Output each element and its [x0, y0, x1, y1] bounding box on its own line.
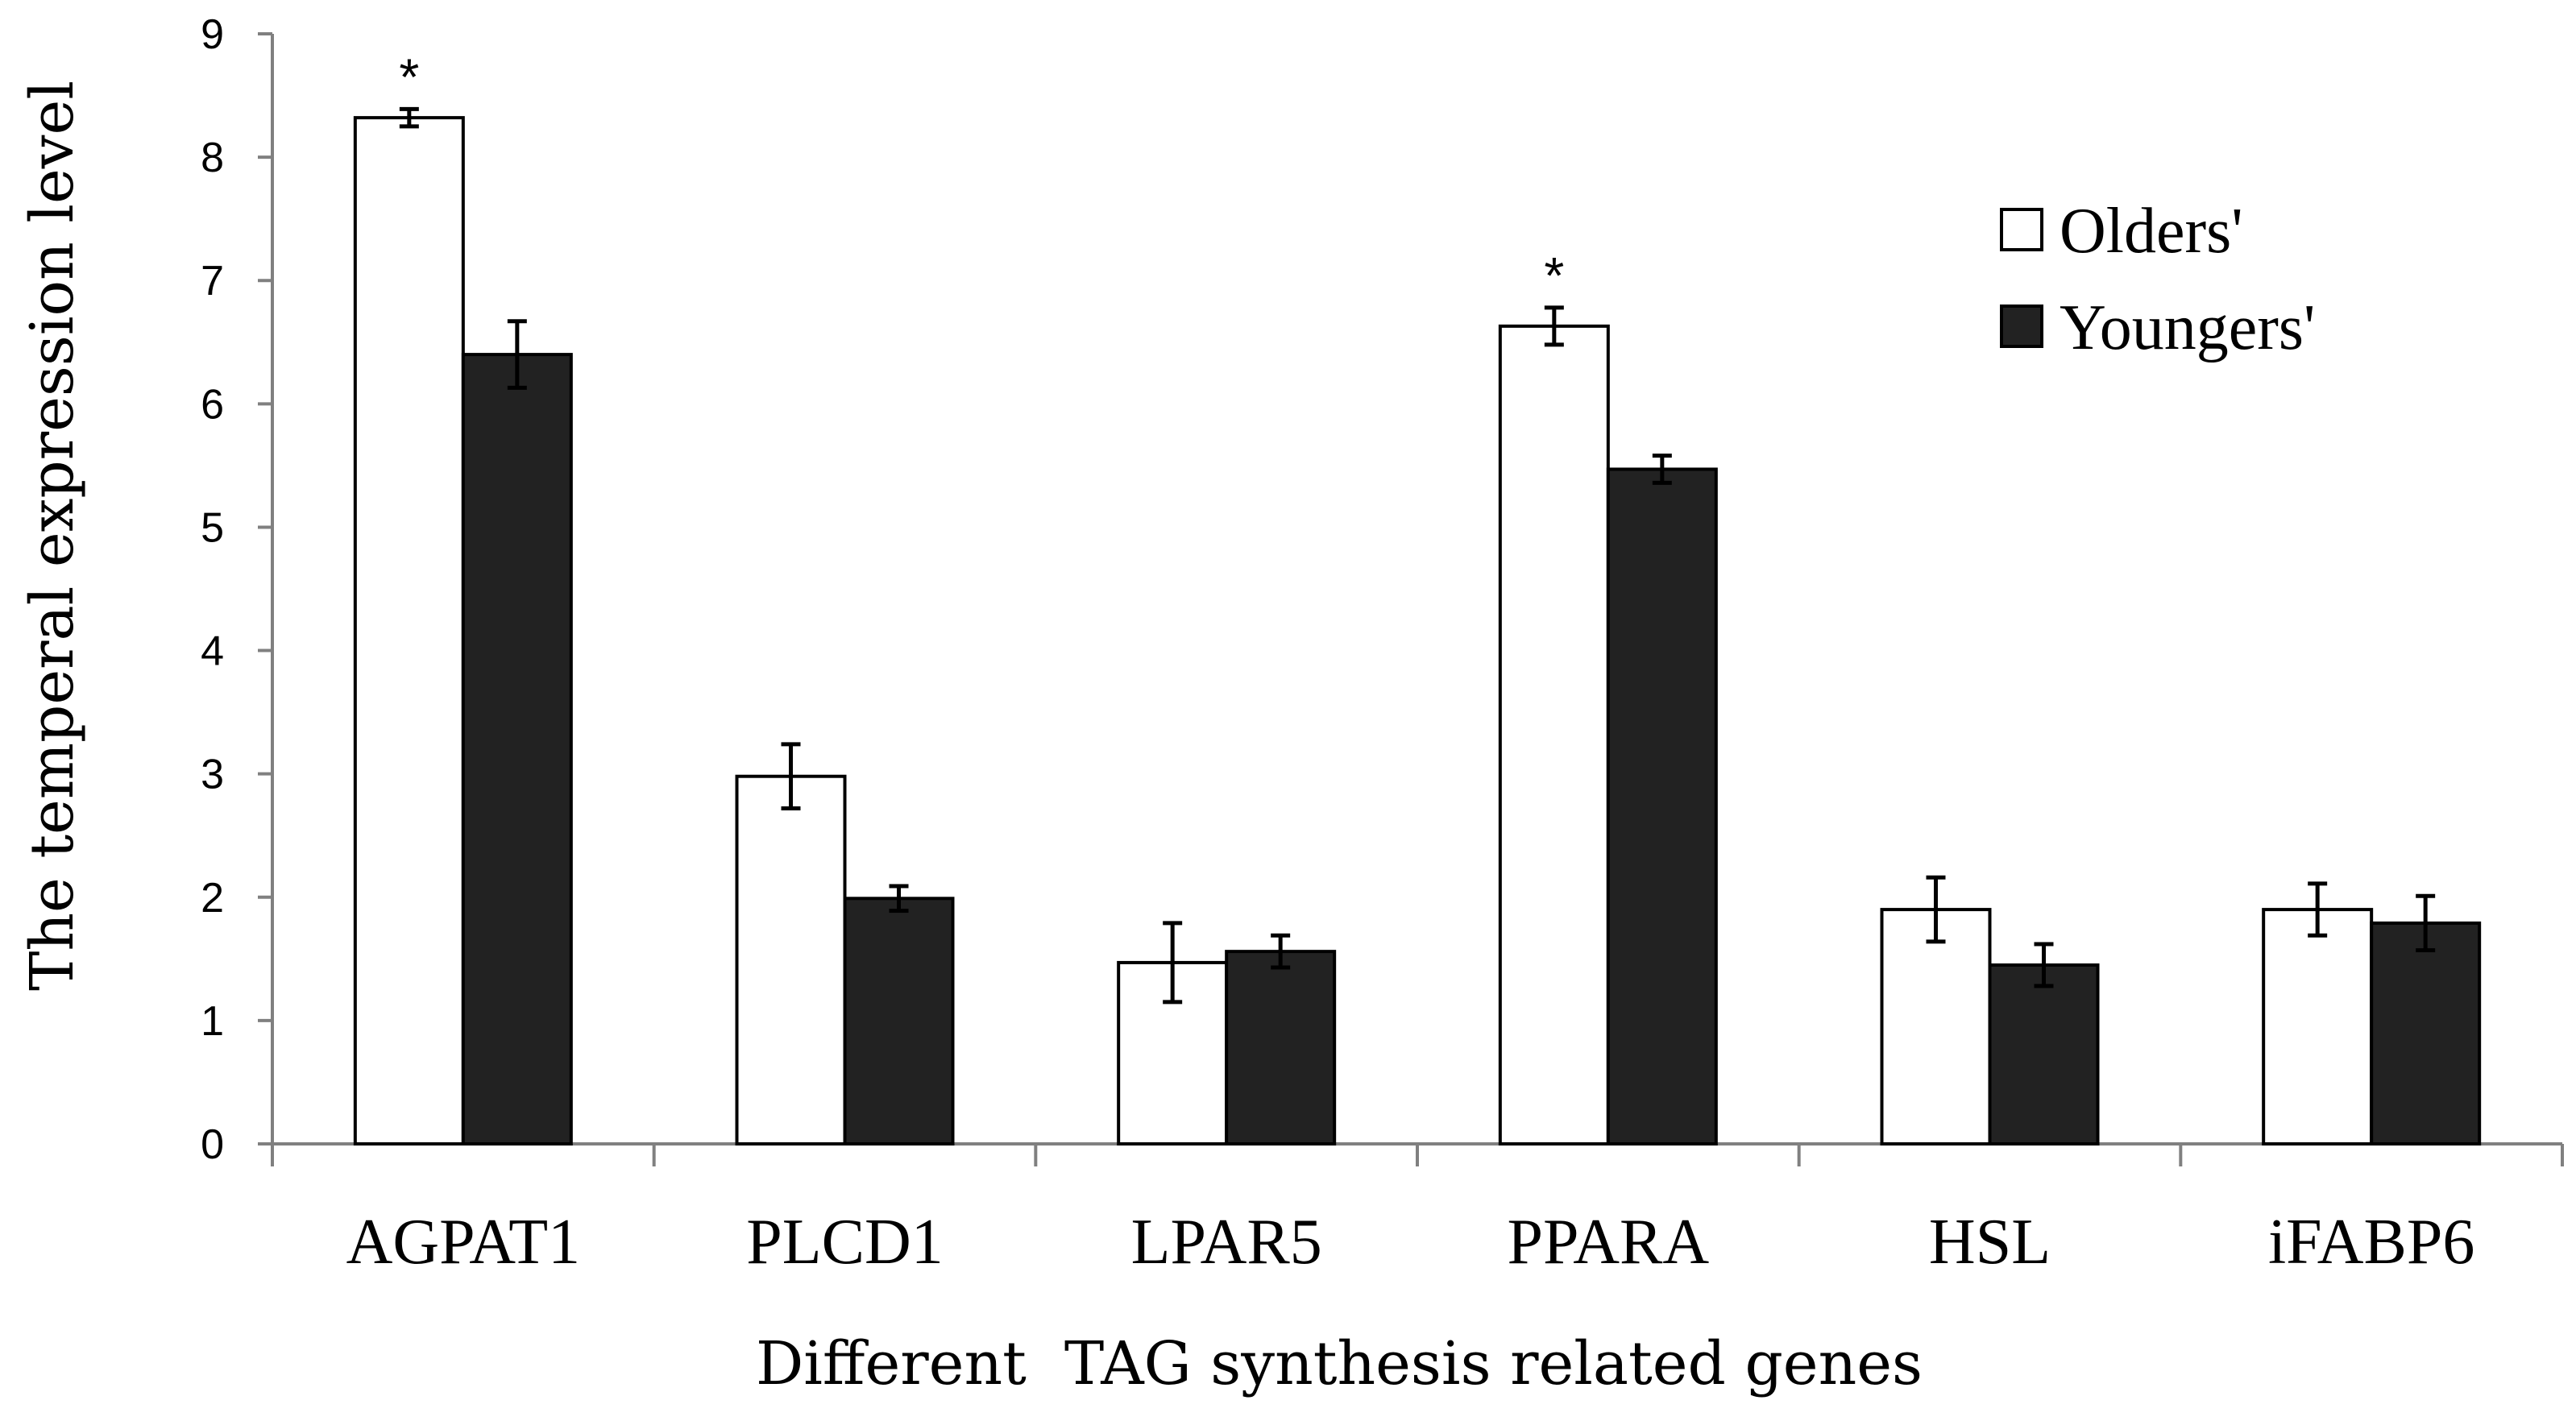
bar-hsl-youngers: [1988, 963, 2100, 1146]
y-ticks: 0 1 2 3 4 5 6 7 8 9: [201, 11, 272, 1168]
y-tick-label: 5: [201, 504, 224, 551]
y-tick-label: 7: [201, 258, 224, 304]
category-label-ifabp6: iFABP6: [2268, 1207, 2474, 1278]
category-label-agpat1: AGPAT1: [346, 1207, 580, 1278]
bar-plcd1-olders: [735, 774, 847, 1146]
category-label-hsl: HSL: [1929, 1207, 2051, 1278]
y-tick-label: 4: [201, 628, 224, 675]
legend: Olders' Youngers': [2000, 196, 2315, 363]
bars: [353, 116, 2482, 1146]
y-tick-label: 2: [201, 875, 224, 922]
error-bars: [399, 106, 2436, 1005]
y-tick-label: 6: [201, 381, 224, 428]
legend-swatch-youngers: [2000, 304, 2043, 348]
bar-hsl-olders: [1880, 908, 1992, 1146]
legend-swatch-olders: [2000, 208, 2043, 251]
category-labels: AGPAT1 PLCD1 LPAR5 PPARA HSL iFABP6: [346, 1207, 2475, 1278]
bar-ppara-olders: [1498, 324, 1610, 1146]
y-tick-label: 9: [201, 11, 224, 58]
legend-label-olders: Olders': [2060, 196, 2243, 267]
y-tick-label: 3: [201, 752, 224, 798]
annotations: **: [399, 48, 1564, 304]
bar-ifabp6-olders: [2262, 908, 2374, 1146]
bar-lpar5-youngers: [1225, 950, 1337, 1146]
category-label-plcd1: PLCD1: [746, 1207, 944, 1278]
y-axis-title: The temperal expression level: [18, 81, 87, 991]
significance-marker: *: [1544, 246, 1564, 304]
bar-ifabp6-youngers: [2370, 921, 2482, 1146]
legend-label-youngers: Youngers': [2060, 292, 2315, 363]
bar-plcd1-youngers: [843, 897, 955, 1146]
x-ticks: [271, 1144, 2564, 1166]
y-tick-label: 1: [201, 998, 224, 1045]
bar-agpat1-olders: [353, 116, 465, 1146]
y-tick-label: 8: [201, 135, 224, 181]
category-label-lpar5: LPAR5: [1131, 1207, 1322, 1278]
bar-ppara-youngers: [1606, 467, 1718, 1146]
category-label-ppara: PPARA: [1508, 1207, 1710, 1278]
significance-marker: *: [399, 48, 419, 106]
x-axis-title: Different TAG synthesis related genes: [756, 1329, 1923, 1398]
y-tick-label: 0: [201, 1121, 224, 1168]
bar-agpat1-youngers: [461, 353, 573, 1146]
